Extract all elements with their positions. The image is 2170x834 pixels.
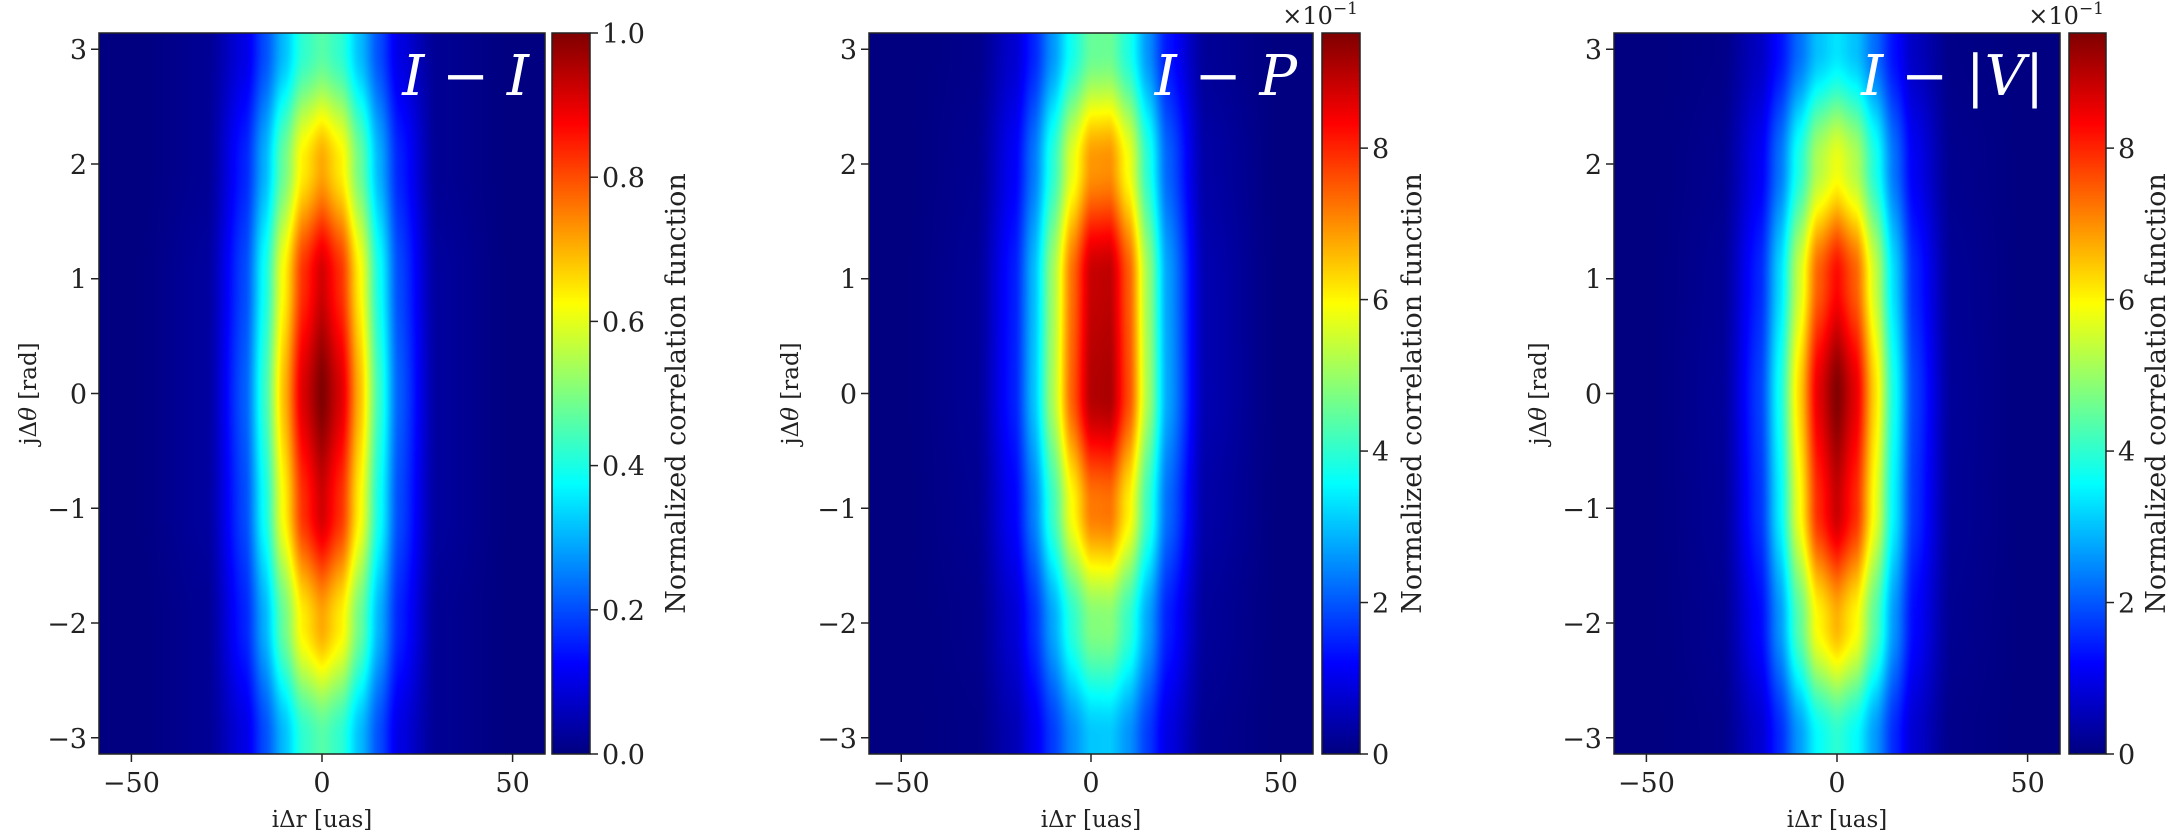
offset-exponent: −1 — [1333, 0, 1358, 19]
heatmap-image — [869, 33, 1313, 754]
y-tick-label: −2 — [1562, 609, 1602, 640]
colorbar-frame — [2068, 32, 2107, 755]
colorbar-offset-text: ×10−1 — [1282, 0, 1358, 30]
colorbar-gradient — [552, 33, 590, 754]
y-tick-label: 1 — [840, 265, 857, 296]
colorbar-tick-label: 2 — [1372, 589, 1389, 620]
y-axis-label-symbol: θ — [1526, 407, 1552, 421]
colorbar-gradient — [1322, 33, 1360, 754]
y-tick-label: 1 — [1585, 265, 1602, 296]
colorbar-tick-label: 1.0 — [602, 19, 645, 50]
colorbar-tick-label: 8 — [1372, 134, 1389, 165]
colorbar-tick-label: 0.0 — [602, 740, 645, 771]
y-tick-label: −2 — [47, 609, 87, 640]
panel-3: I − |V| −50 0 50 −3 −2 −1 0 1 2 3 iΔr [uas] jΔθ [rad… — [1526, 0, 2170, 833]
colorbar-tick-label: 0.2 — [602, 596, 645, 627]
colorbar-tick-label: 6 — [2118, 286, 2135, 317]
x-tick-label: −50 — [103, 768, 160, 799]
panel-title: I − |V| — [1860, 44, 2044, 109]
y-tick-label: 3 — [1585, 35, 1602, 66]
y-axis-label-prefix: jΔ — [778, 421, 804, 448]
panel-title: I − I — [401, 44, 531, 109]
y-tick-label: 0 — [840, 380, 857, 411]
y-tick-label: 3 — [840, 35, 857, 66]
colorbar-frame — [551, 32, 591, 755]
y-axis-label: jΔθ [rad] — [16, 342, 42, 447]
offset-base: ×10 — [2028, 2, 2079, 30]
y-tick-label: −3 — [47, 724, 87, 755]
y-axis-label: jΔθ [rad] — [1526, 342, 1552, 447]
y-axis-label-prefix: jΔ — [1526, 421, 1552, 448]
y-tick-label: 0 — [1585, 380, 1602, 411]
y-axis-label: jΔθ [rad] — [778, 342, 804, 447]
colorbar-tick-label: 0 — [2118, 740, 2135, 771]
colorbar-tick-label: 4 — [1372, 437, 1389, 468]
colorbar-tick-label: 0.6 — [602, 307, 645, 338]
y-axis-label-prefix: jΔ — [16, 421, 42, 448]
colorbar-offset-text: ×10−1 — [2028, 0, 2104, 30]
colorbar-tick-label: 0.4 — [602, 452, 645, 483]
panel-1: I − I −50 0 50 −3 −2 −1 0 1 2 3 iΔr [uas] jΔθ [rad] 0… — [16, 19, 692, 833]
x-tick-label: −50 — [873, 768, 930, 799]
y-tick-label: −2 — [817, 609, 857, 640]
colorbar-tick-label: 8 — [2118, 134, 2135, 165]
y-tick-label: −3 — [1562, 724, 1602, 755]
x-tick-label: 50 — [1264, 768, 1298, 799]
y-axis-label-suffix: [rad] — [16, 342, 42, 407]
colorbar-tick-label: 4 — [2118, 437, 2135, 468]
y-tick-label: −1 — [47, 494, 87, 525]
colorbar-label: Normalized correlation function — [2141, 173, 2170, 613]
y-tick-label: 2 — [1585, 150, 1602, 181]
panel-title: I − P — [1154, 44, 1299, 109]
colorbar-frame — [1321, 32, 1361, 755]
x-tick-label: 50 — [495, 768, 529, 799]
colorbar-gradient — [2069, 33, 2106, 754]
x-axis-label: iΔr [uas] — [1787, 807, 1888, 833]
y-tick-label: −1 — [817, 494, 857, 525]
x-axis-label: iΔr [uas] — [272, 807, 373, 833]
x-tick-label: 0 — [1082, 768, 1099, 799]
offset-base: ×10 — [1282, 2, 1333, 30]
y-tick-label: 3 — [70, 35, 87, 66]
y-tick-label: 1 — [70, 265, 87, 296]
y-axis-label-suffix: [rad] — [778, 342, 804, 407]
heatmap-image — [99, 33, 545, 754]
offset-exponent: −1 — [2079, 0, 2104, 19]
y-tick-label: 0 — [70, 380, 87, 411]
panel-2: I − P −50 0 50 −3 −2 −1 0 1 2 3 iΔr [uas] jΔθ [rad] 0… — [778, 0, 1428, 833]
colorbar-tick-label: 0 — [1372, 740, 1389, 771]
colorbar-label: Normalized correlation function — [1397, 173, 1428, 613]
x-tick-label: −50 — [1618, 768, 1675, 799]
y-tick-label: 2 — [840, 150, 857, 181]
y-axis-label-symbol: θ — [778, 407, 804, 421]
y-tick-label: −3 — [817, 724, 857, 755]
y-axis-label-suffix: [rad] — [1526, 342, 1552, 407]
colorbar-label: Normalized correlation function — [661, 173, 692, 613]
x-tick-label: 50 — [2010, 768, 2044, 799]
x-tick-label: 0 — [1828, 768, 1845, 799]
colorbar-tick-label: 6 — [1372, 286, 1389, 317]
x-tick-label: 0 — [313, 768, 330, 799]
y-tick-label: 2 — [70, 150, 87, 181]
x-axis-label: iΔr [uas] — [1041, 807, 1142, 833]
colorbar-tick-label: 2 — [2118, 589, 2135, 620]
colorbar-tick-label: 0.8 — [602, 163, 645, 194]
y-axis-label-symbol: θ — [16, 407, 42, 421]
heatmap-image — [1614, 33, 2060, 754]
y-tick-label: −1 — [1562, 494, 1602, 525]
